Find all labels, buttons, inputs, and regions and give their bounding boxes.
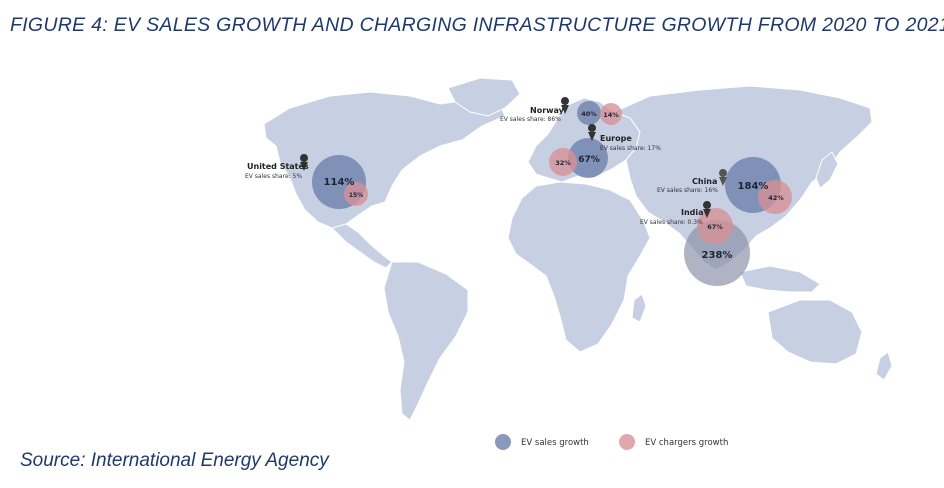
norway-share: EV sales share: 86% xyxy=(500,116,561,123)
legend-sales-swatch xyxy=(495,434,511,450)
africa-landmass xyxy=(507,181,651,353)
australia-landmass xyxy=(767,299,863,365)
china-name: China xyxy=(692,177,717,186)
map-pin-icon xyxy=(588,124,597,141)
japan-landmass xyxy=(815,151,839,189)
region-china: 184% 42% China EV sales share: 16% xyxy=(657,157,792,214)
norway-name: Norway xyxy=(530,106,565,115)
india-chargers-bubble xyxy=(697,208,733,244)
legend-chargers-label: EV chargers growth xyxy=(645,438,728,448)
southeast-asia-islands xyxy=(739,265,821,293)
us-share: EV sales share: 5% xyxy=(245,173,302,180)
map-pin-icon xyxy=(300,153,309,171)
region-europe: 67% 32% Europe EV sales share: 17% xyxy=(549,124,661,178)
norway-chargers-value: 14% xyxy=(603,111,619,119)
greenland-landmass xyxy=(447,77,521,117)
map-pin-icon xyxy=(719,169,728,186)
china-sales-value: 184% xyxy=(738,181,769,192)
europe-sales-value: 67% xyxy=(578,155,600,165)
region-india: 238% 67% India EV sales share: 0.3% xyxy=(640,200,750,286)
legend-sales-label: EV sales growth xyxy=(521,438,589,448)
norway-sales-bubble xyxy=(577,101,601,125)
china-share: EV sales share: 16% xyxy=(657,187,718,194)
europe-share: EV sales share: 17% xyxy=(600,145,661,152)
india-sales-value: 238% xyxy=(702,250,733,261)
norway-chargers-bubble xyxy=(600,103,622,125)
figure-title: FIGURE 4: EV SALES GROWTH AND CHARGING I… xyxy=(10,14,944,36)
us-chargers-value: 15% xyxy=(349,192,363,199)
map-pin-icon xyxy=(561,97,570,114)
china-chargers-value: 42% xyxy=(768,194,784,202)
land-masses xyxy=(263,77,893,421)
legend: EV sales growth EV chargers growth xyxy=(495,434,728,450)
europe-name: Europe xyxy=(600,134,632,143)
central-america-landmass xyxy=(331,223,393,269)
north-america-landmass xyxy=(263,91,506,229)
source-note: Source: International Energy Agency xyxy=(20,450,329,471)
europe-chargers-bubble xyxy=(549,148,577,176)
region-norway: 40% 14% Norway EV sales share: 86% xyxy=(500,97,622,125)
region-us: 114% 15% United States EV sales share: 5… xyxy=(245,153,368,209)
us-name: United States xyxy=(247,162,309,171)
map-pin-icon xyxy=(703,200,712,218)
legend-chargers-swatch xyxy=(619,434,635,450)
india-name: India xyxy=(681,208,704,217)
us-sales-value: 114% xyxy=(324,177,355,188)
china-chargers-bubble xyxy=(758,180,792,214)
europe-chargers-value: 32% xyxy=(555,159,571,167)
india-share: EV sales share: 0.3% xyxy=(640,219,703,226)
norway-sales-value: 40% xyxy=(581,110,597,118)
madagascar-landmass xyxy=(631,293,647,323)
europe-sales-bubble xyxy=(568,138,608,178)
south-america-landmass xyxy=(383,261,469,421)
us-chargers-bubble xyxy=(344,182,368,206)
india-chargers-value: 67% xyxy=(707,223,723,231)
new-zealand-landmass xyxy=(875,351,893,381)
